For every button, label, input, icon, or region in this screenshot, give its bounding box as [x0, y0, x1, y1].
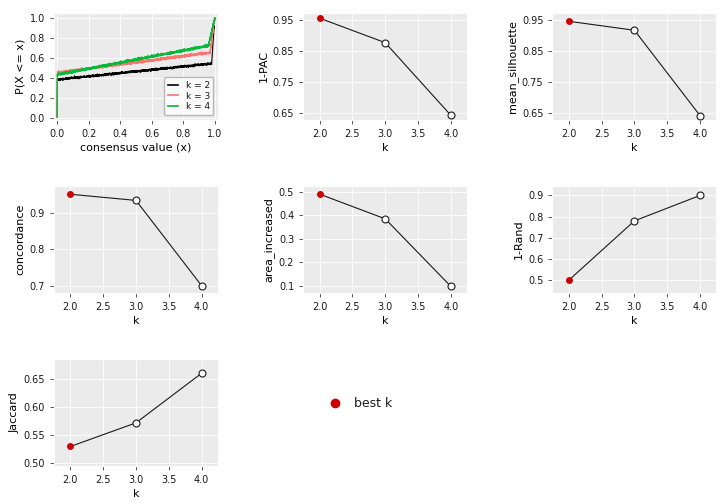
- Y-axis label: area_increased: area_increased: [264, 197, 274, 282]
- X-axis label: k: k: [631, 143, 638, 153]
- Legend: best k: best k: [318, 392, 397, 415]
- X-axis label: k: k: [132, 489, 139, 499]
- X-axis label: k: k: [382, 143, 389, 153]
- X-axis label: k: k: [132, 316, 139, 326]
- Y-axis label: 1-Rand: 1-Rand: [514, 220, 524, 259]
- X-axis label: consensus value (x): consensus value (x): [81, 143, 192, 153]
- X-axis label: k: k: [631, 316, 638, 326]
- Y-axis label: 1-PAC: 1-PAC: [258, 50, 269, 82]
- Y-axis label: mean_silhouette: mean_silhouette: [507, 20, 518, 112]
- Y-axis label: concordance: concordance: [15, 204, 25, 275]
- X-axis label: k: k: [382, 316, 389, 326]
- Y-axis label: Jaccard: Jaccard: [9, 392, 19, 433]
- Y-axis label: P(X <= x): P(X <= x): [15, 38, 25, 94]
- Legend: k = 2, k = 3, k = 4: k = 2, k = 3, k = 4: [164, 77, 213, 115]
